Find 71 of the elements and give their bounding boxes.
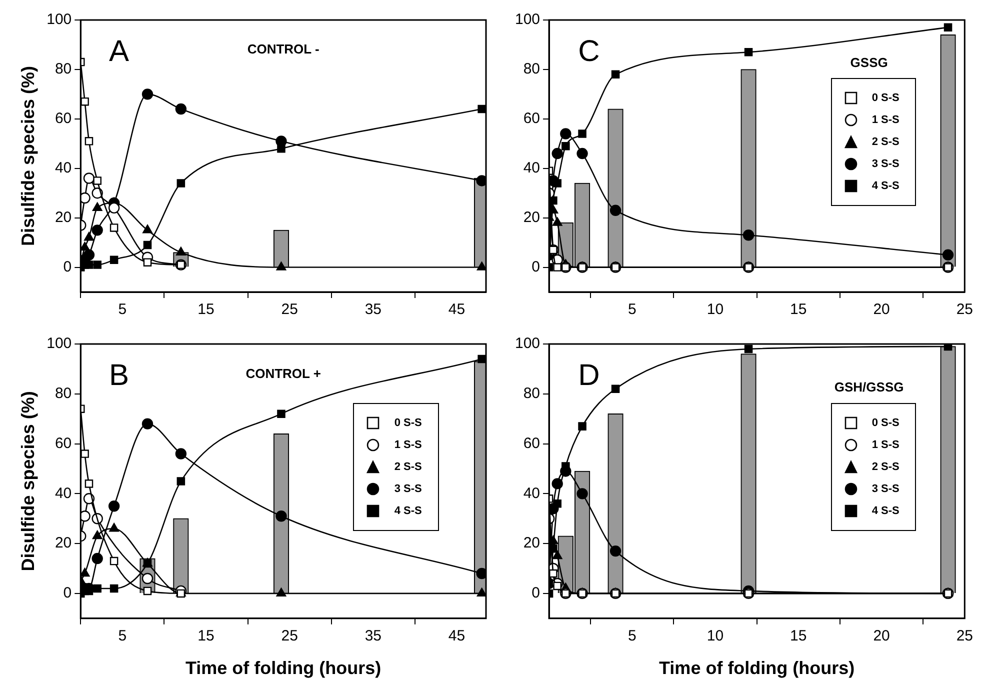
x-tick-label: 5 — [628, 301, 636, 318]
x-axis-title: Time of folding (hours) — [659, 658, 855, 678]
x-tick-label: 15 — [790, 628, 807, 645]
text: GSH/GSSG — [834, 379, 904, 394]
y-tick-label: 80 — [523, 60, 540, 78]
y-tick-label: 40 — [54, 160, 72, 177]
text: GSSG — [850, 55, 888, 70]
x-axis-title: Time of folding (hours) — [185, 658, 382, 678]
y-tick-label: 0 — [63, 584, 72, 602]
y-tick-label: 100 — [514, 11, 540, 28]
y-tick-label: 20 — [523, 534, 540, 552]
y-tick-label: 60 — [54, 110, 72, 128]
y-tick-label: 80 — [523, 385, 540, 402]
x-tick-label: 35 — [364, 628, 382, 645]
y-tick-label: 100 — [514, 335, 540, 352]
y-tick-label: 40 — [523, 160, 540, 177]
y-axis-title: Disulfide species (%) — [18, 391, 38, 572]
legend-label: 1 S-S — [872, 439, 900, 452]
x-tick-label: 10 — [706, 628, 724, 645]
legend-label: 3 S-S — [394, 483, 422, 496]
text: A — [109, 34, 130, 68]
x-tick-label: 5 — [628, 628, 636, 645]
y-tick-label: 40 — [523, 484, 540, 502]
y-tick-label: 20 — [54, 534, 72, 552]
x-tick-label: 25 — [281, 301, 298, 318]
y-tick-label: 80 — [54, 385, 72, 402]
x-tick-label: 20 — [873, 628, 890, 645]
y-tick-label: 100 — [46, 335, 72, 352]
y-tick-label: 80 — [54, 60, 72, 78]
y-tick-label: 0 — [532, 258, 540, 276]
x-tick-label: 25 — [956, 301, 973, 318]
legend-label: 0 S-S — [872, 417, 900, 430]
legend-label: 4 S-S — [394, 505, 422, 518]
legend-label: 3 S-S — [872, 483, 900, 496]
y-axis-title: Disulfide species (%) — [18, 66, 38, 246]
x-tick-label: 15 — [198, 628, 214, 645]
y-tick-label: 60 — [523, 434, 540, 452]
y-tick-label: 0 — [532, 584, 540, 602]
x-tick-label: 45 — [448, 628, 466, 645]
text: C — [578, 34, 600, 68]
x-tick-label: 5 — [118, 628, 127, 645]
y-tick-label: 0 — [63, 258, 72, 276]
y-tick-label: 40 — [54, 484, 72, 502]
x-tick-label: 35 — [364, 301, 382, 318]
text: B — [109, 359, 130, 392]
text: D — [578, 359, 600, 392]
legend-label: 0 S-S — [872, 92, 900, 104]
y-tick-label: 60 — [523, 110, 540, 128]
text: CONTROL + — [246, 366, 322, 381]
x-tick-label: 5 — [118, 301, 127, 318]
y-tick-label: 100 — [46, 11, 72, 28]
legend-label: 1 S-S — [872, 114, 900, 126]
x-tick-label: 20 — [873, 301, 890, 318]
legend-label: 1 S-S — [394, 439, 422, 452]
x-tick-label: 15 — [790, 301, 807, 318]
x-tick-label: 25 — [956, 628, 973, 645]
text: CONTROL - — [247, 42, 320, 56]
y-tick-label: 20 — [523, 208, 540, 226]
legend-label: 0 S-S — [394, 417, 422, 430]
legend-label: 3 S-S — [872, 158, 900, 170]
x-tick-label: 25 — [281, 628, 298, 645]
x-tick-label: 10 — [706, 301, 724, 318]
y-tick-label: 60 — [54, 434, 72, 452]
legend-label: 2 S-S — [394, 461, 422, 474]
legend-label: 2 S-S — [872, 136, 900, 148]
legend-label: 4 S-S — [872, 180, 900, 192]
x-tick-label: 15 — [198, 301, 214, 318]
legend-label: 4 S-S — [872, 505, 900, 518]
legend-label: 2 S-S — [872, 461, 900, 474]
y-tick-label: 20 — [54, 208, 72, 226]
x-tick-label: 45 — [448, 301, 466, 318]
